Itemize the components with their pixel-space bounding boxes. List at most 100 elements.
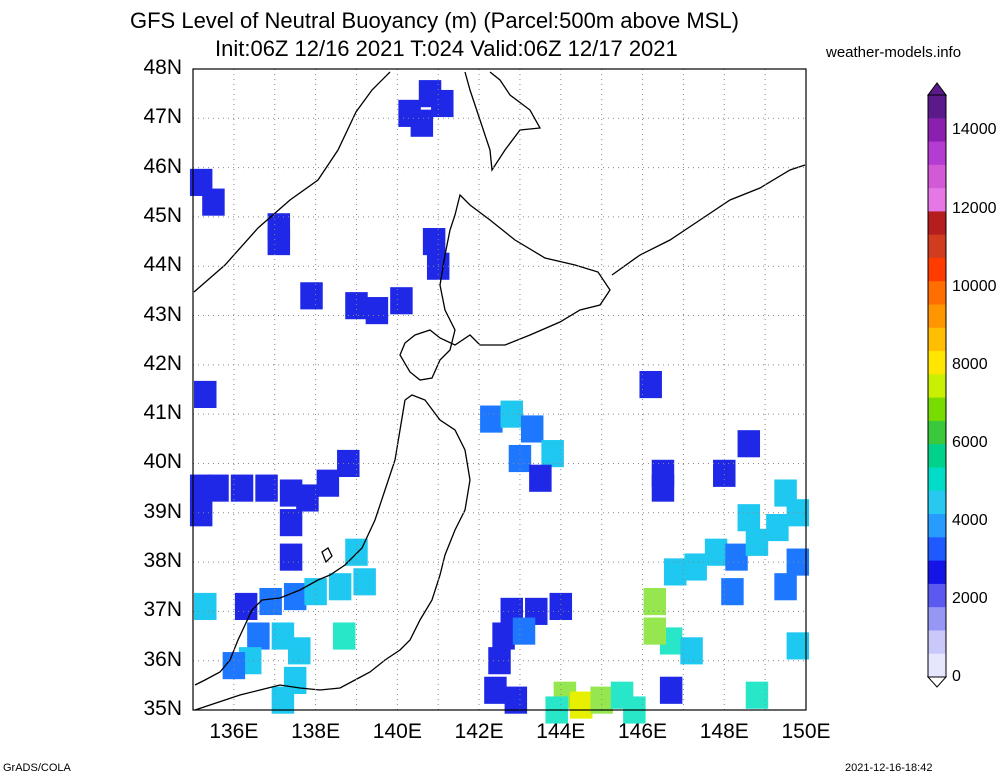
field-cell xyxy=(500,400,523,428)
lat-label: 44N xyxy=(143,253,182,277)
colorbar-label: 4000 xyxy=(952,512,988,529)
field-cell xyxy=(774,573,797,601)
field-cell xyxy=(480,405,503,433)
field-cell xyxy=(410,109,434,137)
field-cell xyxy=(259,587,282,616)
colorbar-segment xyxy=(928,351,946,375)
field-cell xyxy=(704,538,728,566)
field-cell xyxy=(745,681,769,709)
colorbar-label: 12000 xyxy=(952,200,997,217)
colorbar-bottom-arrow xyxy=(926,676,948,688)
lat-label: 37N xyxy=(143,598,182,622)
field-cell xyxy=(202,188,225,216)
colorbar-label: 10000 xyxy=(952,278,997,295)
field-cell xyxy=(230,474,254,502)
colorbar-segment xyxy=(928,607,946,631)
colorbar-segment xyxy=(928,397,946,422)
field-cell xyxy=(222,652,246,680)
colorbar-segment xyxy=(928,537,946,562)
coastline-honshu xyxy=(194,394,471,711)
field-cell xyxy=(786,548,810,576)
lat-label: 45N xyxy=(143,203,182,227)
lat-label: 39N xyxy=(143,499,182,523)
colorbar-label: 6000 xyxy=(952,434,988,451)
lat-label: 47N xyxy=(143,105,182,129)
field-cell xyxy=(279,543,303,571)
field-cell xyxy=(774,479,797,507)
lat-label: 41N xyxy=(143,401,182,425)
field-cell xyxy=(659,676,683,704)
field-cell xyxy=(590,686,613,714)
field-cell xyxy=(345,292,368,320)
field-cell xyxy=(328,573,352,601)
colorbar-segment xyxy=(928,444,946,468)
field-cell xyxy=(431,89,454,118)
field-cell xyxy=(643,587,667,616)
lat-lon-grid xyxy=(193,69,806,710)
colorbar-segment xyxy=(928,304,946,329)
field-cell xyxy=(304,578,327,606)
field-cell xyxy=(508,444,532,473)
colorbar-segment xyxy=(928,514,946,538)
lat-label: 43N xyxy=(143,302,182,326)
lat-label: 36N xyxy=(143,647,182,671)
colorbar-segment xyxy=(928,653,946,678)
coastline-hokkaido xyxy=(399,193,611,381)
colorbar-segment xyxy=(928,118,946,143)
coastline-sado xyxy=(321,547,333,564)
coastline-kurils xyxy=(611,164,806,276)
field-cell xyxy=(745,528,769,556)
field-cell xyxy=(786,632,810,660)
field-cell xyxy=(680,637,703,665)
field-cell xyxy=(296,484,319,512)
colorbar-segment xyxy=(928,95,946,119)
colorbar-segment xyxy=(928,164,946,189)
colorbar-label: 2000 xyxy=(952,590,988,607)
colorbar-frame xyxy=(927,94,947,678)
field-cell xyxy=(247,622,270,650)
lon-label: 136E xyxy=(209,720,259,743)
colorbar-segment xyxy=(928,630,946,655)
map-frame xyxy=(192,68,807,711)
field-cell xyxy=(651,474,675,502)
field-cell xyxy=(737,504,761,532)
colorbar-segment xyxy=(928,560,946,585)
colorbar-segment xyxy=(928,467,946,492)
title-line-1: GFS Level of Neutral Buoyancy (m) (Parce… xyxy=(130,8,739,33)
colorbar-label: 14000 xyxy=(952,121,997,138)
field-cell xyxy=(194,380,217,408)
field-cell xyxy=(684,553,707,581)
colorbar xyxy=(926,82,948,688)
colorbar-segment xyxy=(928,583,946,608)
field-cell xyxy=(353,568,376,596)
field-cell xyxy=(332,622,356,650)
field-cell xyxy=(643,617,667,645)
field-cell xyxy=(283,583,307,611)
field-cell xyxy=(639,371,662,399)
field-cell xyxy=(365,297,389,325)
footer-timestamp: 2021-12-16-18:42 xyxy=(845,762,933,774)
field-cell xyxy=(766,514,789,542)
colorbar-top-arrow xyxy=(927,82,947,96)
field-cell xyxy=(737,430,761,458)
field-cell xyxy=(194,592,217,621)
field-cell xyxy=(713,459,736,487)
buoyancy-field xyxy=(189,80,810,724)
lon-label: 148E xyxy=(699,720,749,743)
field-cell xyxy=(520,415,544,443)
lat-label: 42N xyxy=(143,351,182,375)
field-cell xyxy=(484,676,507,704)
field-cell xyxy=(206,474,229,502)
lon-label: 146E xyxy=(618,720,668,743)
field-cell xyxy=(549,592,573,621)
field-cell xyxy=(234,592,258,621)
colorbar-segment xyxy=(928,281,946,306)
coastline-honshu-west xyxy=(194,399,406,686)
field-cell xyxy=(492,622,515,650)
lat-label: 48N xyxy=(143,56,182,79)
colorbar-segment xyxy=(928,374,946,399)
colorbar-segment xyxy=(928,420,946,445)
lat-label: 46N xyxy=(143,154,182,178)
colorbar-label: 0 xyxy=(952,668,961,685)
